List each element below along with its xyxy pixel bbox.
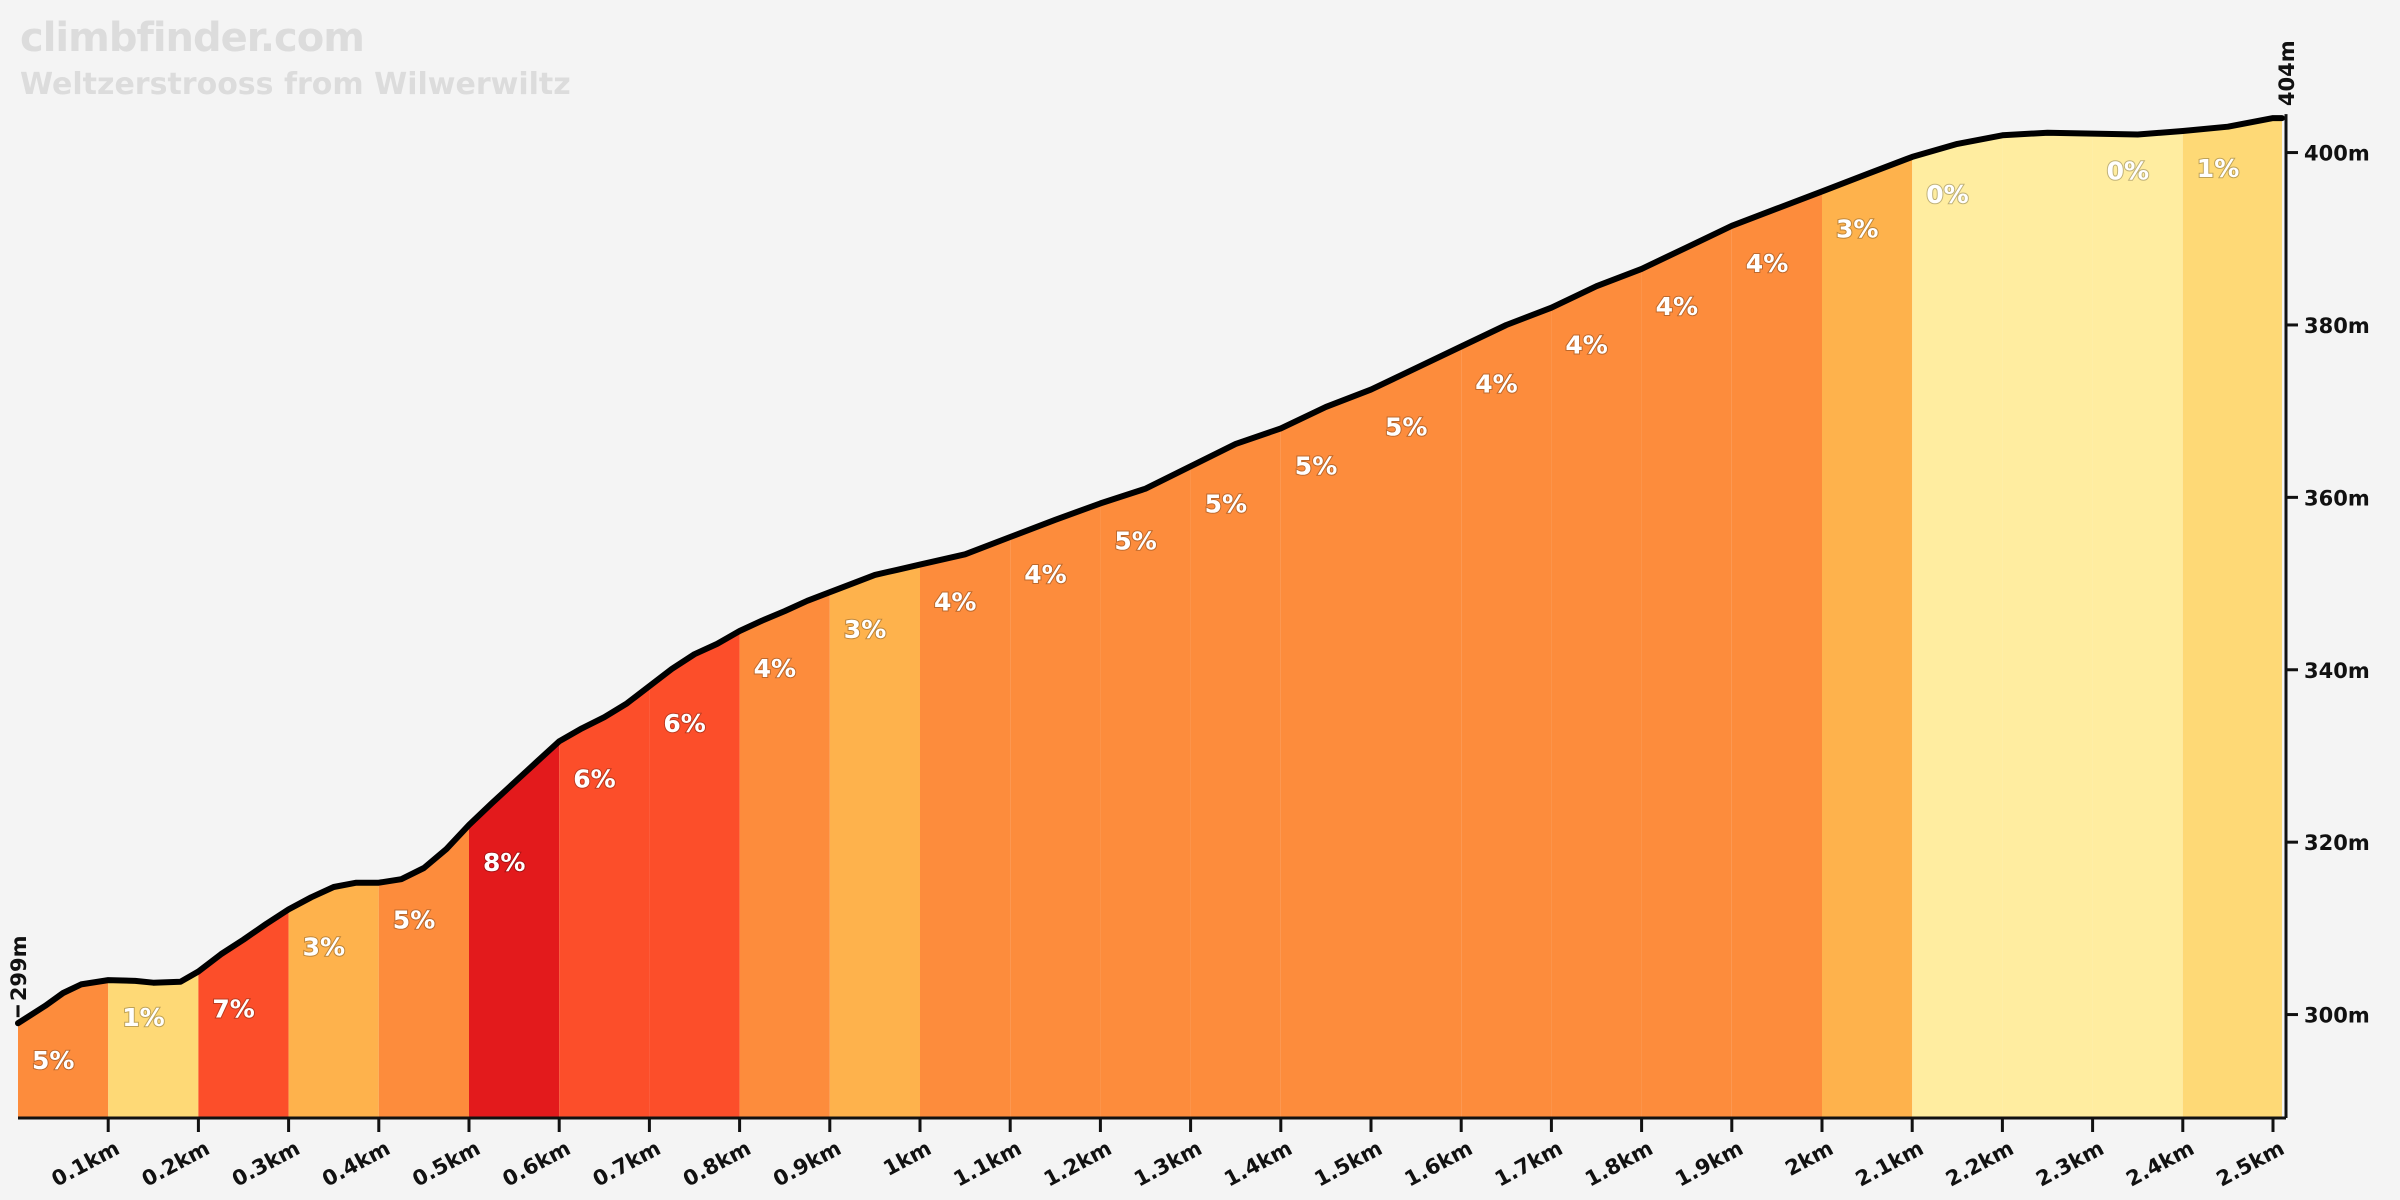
grade-label: 6% xyxy=(663,709,705,738)
grade-label: 5% xyxy=(393,906,435,935)
grade-segment-12 xyxy=(1010,503,1101,1118)
site-watermark: climbfinder.com xyxy=(20,15,365,61)
grade-segment-19 xyxy=(1641,225,1732,1119)
grade-segment-4 xyxy=(288,882,379,1118)
grade-label: 5% xyxy=(32,1046,74,1075)
x-tick-label: 2.1km xyxy=(1852,1136,1928,1191)
grade-label: 4% xyxy=(1746,249,1788,278)
grade-segments xyxy=(18,118,2283,1119)
grade-segment-2 xyxy=(108,971,199,1118)
y-tick-label: 340m xyxy=(2304,659,2370,683)
y-tick-label: 300m xyxy=(2304,1004,2370,1028)
grade-label: 8% xyxy=(483,848,525,877)
x-tick-label: 0.1km xyxy=(48,1136,124,1191)
grade-segment-16 xyxy=(1371,346,1462,1118)
grade-segment-24 xyxy=(2092,131,2183,1118)
end-elevation-label: 404m xyxy=(2275,40,2299,106)
grade-label: 1% xyxy=(122,1003,164,1032)
x-tick-label: 1.7km xyxy=(1491,1136,1567,1191)
x-tick-label: 1.8km xyxy=(1581,1136,1657,1191)
x-tick-label: 1.2km xyxy=(1040,1136,1116,1191)
x-tick-label: 1.6km xyxy=(1401,1136,1477,1191)
start-elevation-label: 299m xyxy=(7,935,31,1001)
grade-segment-22 xyxy=(1912,135,2003,1119)
grade-label: 5% xyxy=(1114,526,1156,555)
grade-segment-3 xyxy=(198,909,289,1118)
grade-label: 5% xyxy=(1205,489,1247,518)
grade-label: 5% xyxy=(1385,413,1427,442)
x-tick-label: 1km xyxy=(879,1136,935,1181)
grade-segment-13 xyxy=(1100,466,1191,1118)
grade-label: 3% xyxy=(303,932,345,961)
grade-label: 4% xyxy=(1565,331,1607,360)
grade-label: 4% xyxy=(934,588,976,617)
grade-segment-6 xyxy=(469,741,560,1118)
grade-segment-25 xyxy=(2182,118,2283,1119)
grade-label: 1% xyxy=(2197,154,2239,183)
grade-label: 3% xyxy=(1836,214,1878,243)
grade-segment-11 xyxy=(920,537,1011,1118)
elevation-end-labels: 299m 404m xyxy=(7,40,2299,1018)
x-tick-label: 0.3km xyxy=(228,1136,304,1191)
profile-line-layer xyxy=(15,115,2285,1027)
climb-title: Weltzerstrooss from Wilwerwiltz xyxy=(20,67,571,102)
grade-segment-10 xyxy=(829,564,920,1118)
grade-segment-21 xyxy=(1822,156,1913,1118)
grade-label: 4% xyxy=(1024,560,1066,589)
grade-segment-14 xyxy=(1190,428,1281,1118)
grade-segment-17 xyxy=(1461,307,1552,1118)
elevation-profile-line xyxy=(15,115,2285,1027)
x-tick-label: 1.9km xyxy=(1671,1136,1747,1191)
grade-label: 5% xyxy=(1295,451,1337,480)
grade-segment-8 xyxy=(649,631,740,1118)
x-tick-label: 2.2km xyxy=(1942,1136,2018,1191)
x-tick-label: 0.7km xyxy=(589,1136,665,1191)
x-tick-label: 2.5km xyxy=(2212,1136,2288,1191)
grade-segment-18 xyxy=(1551,268,1642,1118)
grade-label: 6% xyxy=(573,764,615,793)
y-tick-label: 360m xyxy=(2304,486,2370,510)
x-tick-label: 1.3km xyxy=(1130,1136,1206,1191)
x-tick-label: 2.4km xyxy=(2122,1136,2198,1191)
grade-labels: 5% 1% 7% 3% 5% 8% 6% 6% 4% 3% 4% 4% 5% 5% 5% 5% 4% 4% 4% 4%… xyxy=(31,153,2240,1076)
x-tick-label: 1.5km xyxy=(1310,1136,1386,1191)
grade-segment-5 xyxy=(378,824,469,1118)
grade-label: 4% xyxy=(754,654,796,683)
grade-segment-7 xyxy=(559,686,650,1118)
x-tick-label: 2km xyxy=(1781,1136,1837,1181)
y-tick-label: 320m xyxy=(2304,831,2370,855)
x-tick-label: 0.6km xyxy=(499,1136,575,1191)
x-tick-label: 0.4km xyxy=(318,1136,394,1191)
x-tick-label: 0.2km xyxy=(138,1136,214,1191)
y-axis: 300m 320m 340m 360m 380m 400m xyxy=(2284,114,2370,1118)
grade-label: 4% xyxy=(1656,292,1698,321)
x-tick-label: 0.9km xyxy=(769,1136,845,1191)
grade-segment-9 xyxy=(739,592,830,1118)
x-tick-label: 0.5km xyxy=(408,1136,484,1191)
grade-segment-23 xyxy=(2002,132,2093,1118)
grade-label: 4% xyxy=(1475,370,1517,399)
x-tick-label: 2.3km xyxy=(2032,1136,2108,1191)
y-tick-label: 400m xyxy=(2304,142,2370,166)
grade-segment-15 xyxy=(1280,389,1371,1119)
grade-segment-20 xyxy=(1731,191,1822,1118)
grade-label: 7% xyxy=(212,994,254,1023)
grade-segment-1 xyxy=(18,980,109,1118)
grade-label: 0% xyxy=(1926,180,1968,209)
grade-label: 0% xyxy=(2107,157,2149,186)
grade-label: 3% xyxy=(844,615,886,644)
x-tick-label: 0.8km xyxy=(679,1136,755,1191)
x-axis: 0.1km 0.2km 0.3km 0.4km 0.5km 0.6km 0.7km 0.8km… xyxy=(18,1116,2288,1191)
x-tick-label: 1.4km xyxy=(1220,1136,1296,1191)
y-tick-label: 380m xyxy=(2304,314,2370,338)
x-tick-label: 1.1km xyxy=(950,1136,1026,1191)
